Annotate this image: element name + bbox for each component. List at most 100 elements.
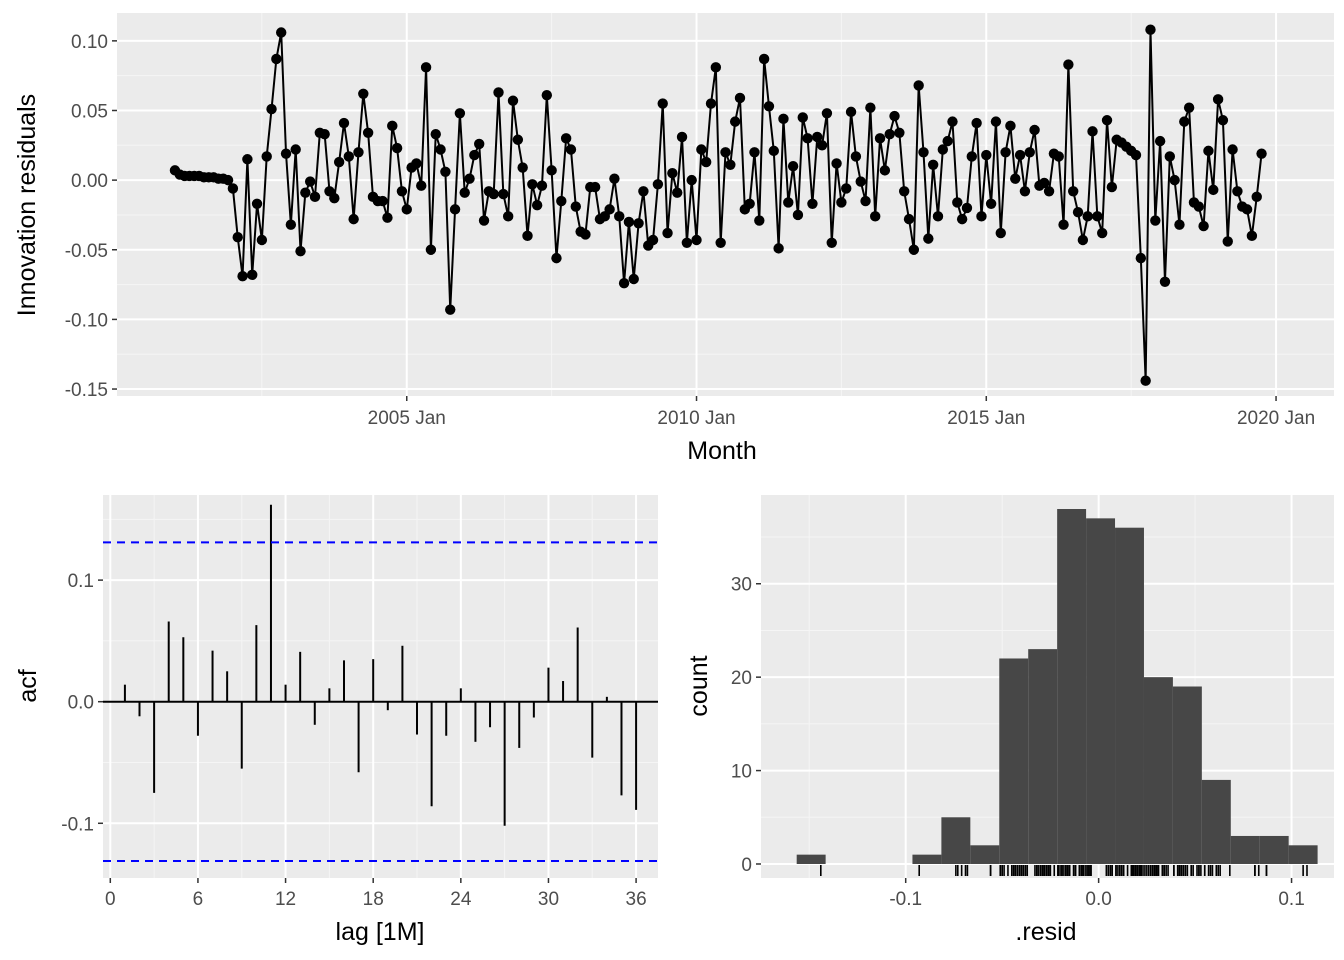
residual-point [300, 187, 311, 198]
residual-point [348, 213, 359, 225]
residual-point [329, 193, 340, 204]
residual-point [729, 116, 741, 127]
residual-point [522, 230, 533, 242]
residual-point [662, 227, 673, 239]
residual-point [923, 233, 934, 244]
residual-point [478, 215, 490, 226]
residual-point [763, 101, 775, 112]
residual-point [1082, 211, 1093, 222]
residual-point [343, 151, 355, 162]
residual-point [580, 229, 591, 240]
residual-point [435, 144, 446, 155]
histogram-bar [999, 658, 1029, 864]
residual-point [850, 151, 862, 162]
residual-point [560, 133, 572, 144]
residual-point [502, 211, 514, 222]
residual-point [807, 198, 818, 209]
residual-point [430, 128, 441, 140]
residual-point [1183, 102, 1195, 113]
acf-bars [103, 504, 658, 862]
residual-point [942, 135, 953, 147]
time-x-tick-label: 2005 Jan [368, 408, 446, 429]
acf-x-tick-label: 6 [193, 889, 204, 910]
residual-point [710, 62, 722, 73]
residual-line [174, 29, 1263, 381]
residual-point [1159, 276, 1171, 287]
residual-point [681, 237, 693, 248]
residual-point [874, 133, 886, 144]
residual-point [1072, 206, 1084, 218]
residual-point [1140, 375, 1151, 386]
residual-point [353, 147, 364, 158]
residual-point [527, 179, 538, 190]
residual-point [691, 234, 702, 246]
residual-point [1063, 59, 1074, 70]
time-panel-y-title: Innovation residuals [13, 94, 41, 316]
residual-point [841, 183, 852, 194]
residual-point [1169, 174, 1180, 186]
histogram-bar [1086, 518, 1116, 864]
time-y-tick-label: -0.10 [65, 310, 108, 331]
residual-point [1092, 211, 1103, 222]
acf-panel-minor-gridlines [103, 495, 658, 878]
residual-point [396, 186, 408, 197]
residual-point [1179, 116, 1190, 127]
acf-panel-y-title: acf [14, 669, 42, 702]
residual-point [995, 227, 1006, 239]
residual-point [1222, 236, 1233, 247]
residual-point [1246, 230, 1258, 242]
residual-point [894, 127, 905, 138]
residual-point [1029, 124, 1040, 136]
acf-panel-x-title: lag [1M] [336, 918, 425, 946]
residual-point [1203, 145, 1214, 157]
residual-point [836, 197, 847, 208]
residual-point [1043, 186, 1055, 197]
residual-point [971, 117, 982, 129]
histogram-bar [1115, 527, 1144, 864]
residual-point [1058, 219, 1069, 230]
residual-point [425, 244, 437, 255]
residual-point [720, 147, 731, 158]
residual-point [1039, 177, 1050, 189]
residual-point [700, 156, 712, 168]
residual-point [546, 165, 557, 176]
residual-point [1106, 181, 1118, 193]
residual-point [725, 159, 736, 171]
histogram-panel: 0 10 20 30 -0.1 0.0 0.1 .resid count [685, 495, 1334, 946]
residual-point [614, 211, 625, 222]
residual-point [295, 245, 306, 257]
residual-point [773, 243, 784, 254]
residual-point [1130, 149, 1142, 161]
residual-point [304, 176, 316, 187]
time-y-tick-label: 0.05 [71, 101, 108, 122]
residual-point [401, 204, 412, 215]
residual-point [1227, 144, 1238, 155]
residual-point [290, 144, 301, 155]
residual-point [391, 142, 403, 154]
residual-point [1135, 252, 1147, 264]
residual-point [826, 237, 837, 248]
residual-point [870, 211, 881, 222]
residual-point [536, 180, 548, 191]
residual-point [816, 140, 828, 151]
acf-panel-x-axis: 0 6 12 18 24 30 36 [105, 878, 647, 910]
residual-point [474, 138, 485, 150]
residual-point [884, 128, 895, 140]
acf-x-tick-label: 12 [275, 889, 296, 910]
residual-point [768, 145, 779, 157]
residual-point [1150, 215, 1161, 226]
residual-point [855, 176, 866, 187]
histogram-bar [1230, 835, 1260, 864]
residual-point [744, 198, 755, 209]
residual-point [319, 128, 330, 140]
histogram-bar [1201, 779, 1231, 864]
residual-point [565, 144, 577, 155]
residual-point [276, 27, 287, 38]
residual-point [734, 92, 746, 104]
acf-y-tick-label: 0.1 [68, 571, 94, 592]
residual-point [247, 269, 258, 281]
residual-point [927, 159, 939, 171]
histogram-panel-x-title: .resid [1015, 918, 1076, 946]
hist-x-tick-label: 0.1 [1278, 889, 1304, 910]
